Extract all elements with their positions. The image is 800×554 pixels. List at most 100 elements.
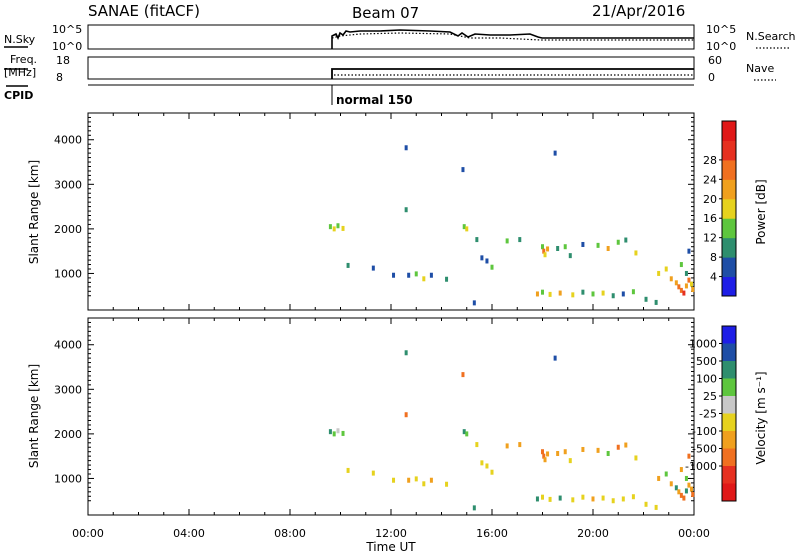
- x-tick-label: 12:00: [375, 527, 407, 540]
- power-colorbar-tick-label: 28: [703, 154, 717, 167]
- velocity-data-point: [518, 442, 522, 448]
- velocity-data-point: [689, 486, 693, 492]
- power-data-point: [422, 276, 426, 282]
- x-tick-label: 00:00: [678, 527, 710, 540]
- date-title: 21/Apr/2016: [592, 2, 685, 20]
- power-data-point: [535, 291, 539, 297]
- velocity-colorbar-swatch: [722, 413, 736, 432]
- power-data-point: [341, 225, 345, 231]
- nave-ytick-top: 60: [708, 54, 722, 67]
- velocity-data-point: [558, 495, 562, 501]
- power-data-point: [472, 300, 476, 306]
- power-data-point: [674, 280, 678, 286]
- velocity-colorbar-tick-label: -25: [699, 408, 717, 421]
- velocity-colorbar-swatch: [722, 378, 736, 397]
- velocity-colorbar-swatch: [722, 483, 736, 502]
- velocity-data-point: [332, 431, 336, 437]
- velocity-data-point: [682, 495, 686, 501]
- power-data-point: [542, 248, 546, 254]
- velocity-data-point: [621, 496, 625, 502]
- velocity-data-point: [480, 460, 484, 466]
- nsearch-label: N.Search: [746, 30, 796, 43]
- power-data-point: [679, 262, 683, 268]
- velocity-data-point: [553, 355, 557, 361]
- velocity-data-point: [611, 498, 615, 504]
- power-data-point: [657, 270, 661, 276]
- x-tick-label: 20:00: [577, 527, 609, 540]
- velocity-colorbar-tick-label: -1000: [685, 460, 717, 473]
- x-tick-label: 00:00: [72, 527, 104, 540]
- power-data-point: [691, 286, 695, 292]
- velocity-colorbar-label: Velocity [m s⁻¹]: [754, 371, 768, 464]
- power-colorbar-tick-label: 4: [710, 271, 717, 284]
- power-data-point: [480, 255, 484, 261]
- velocity-data-point: [541, 494, 544, 500]
- power-data-point: [571, 292, 575, 298]
- power-data-point: [392, 272, 396, 278]
- power-colorbar-tick-label: 16: [703, 212, 717, 225]
- velocity-colorbar-swatch: [722, 361, 736, 379]
- nsky-frame: [87, 24, 695, 50]
- power-data-point: [371, 265, 375, 271]
- velocity-axis-ticks: 1000 2000 3000 4000: [54, 318, 695, 515]
- power-data-point: [596, 242, 600, 248]
- velocity-data-point: [328, 429, 332, 435]
- power-data-point: [591, 291, 595, 297]
- velocity-data-point: [581, 494, 585, 500]
- power-data-point: [505, 238, 509, 244]
- power-data-point: [346, 262, 350, 268]
- velocity-data-point: [490, 469, 494, 475]
- power-data-point: [407, 272, 411, 278]
- power-data-point: [616, 239, 620, 245]
- power-data-point: [548, 291, 552, 297]
- power-data-point: [631, 289, 635, 295]
- power-colorbar-label: Power [dB]: [754, 179, 768, 244]
- velocity-ylabel: Slant Range [km]: [27, 364, 41, 468]
- velocity-data-point: [548, 496, 552, 502]
- velocity-data-point: [664, 471, 668, 477]
- velocity-data-point: [563, 449, 567, 455]
- velocity-colorbar-tick-label: 500: [696, 355, 717, 368]
- power-data-point: [328, 224, 332, 230]
- velocity-data-point: [535, 496, 539, 502]
- freq-trace: [331, 68, 694, 79]
- velocity-panel: 1000 2000 3000 4000 Slant Range [km]: [27, 317, 695, 516]
- velocity-colorbar-swatch: [722, 466, 736, 484]
- power-data-point: [677, 284, 681, 290]
- power-data-point: [684, 283, 688, 289]
- velocity-colorbar-swatch: [722, 343, 736, 362]
- nsky-ytick-top: 10^5: [52, 23, 82, 36]
- y-tick-label: 2000: [54, 223, 82, 236]
- power-data-point: [689, 281, 693, 287]
- power-data-point: [601, 290, 605, 296]
- velocity-data-point: [465, 431, 469, 437]
- velocity-data-point: [616, 444, 620, 450]
- power-colorbar-swatch: [722, 276, 736, 297]
- power-data-point: [465, 226, 469, 232]
- velocity-colorbar-tick-label: -500: [692, 443, 717, 456]
- velocity-frame: [87, 317, 695, 516]
- freq-panel: Freq. [MHz] 18 8 60 0 Nave: [4, 53, 776, 84]
- velocity-colorbar-swatch: [722, 396, 736, 414]
- nsearch-ytick-top: 10^5: [706, 23, 736, 36]
- velocity-data-point: [461, 372, 465, 378]
- power-colorbar-tick-label: 20: [703, 193, 717, 206]
- nsky-label: N.Sky: [4, 33, 36, 46]
- velocity-data-point: [596, 447, 600, 453]
- x-tick-label: 04:00: [173, 527, 205, 540]
- power-data-point: [687, 277, 691, 283]
- freq-ytick-bottom: 8: [56, 71, 63, 84]
- power-data-point: [414, 271, 418, 277]
- power-data-point: [475, 237, 479, 243]
- cpid-mode: normal 150: [336, 93, 413, 107]
- x-tick-label: 16:00: [476, 527, 508, 540]
- station-title: SANAE (fitACF): [88, 2, 200, 20]
- velocity-colorbar-tick-label: 100: [696, 373, 717, 386]
- velocity-data-point: [543, 457, 547, 463]
- nsearch-trace: [331, 32, 694, 41]
- velocity-data-point: [475, 442, 479, 448]
- x-axis-label: Time UT: [365, 540, 416, 554]
- velocity-data-point: [422, 481, 426, 487]
- power-colorbar-tick-label: 24: [703, 173, 717, 186]
- power-data-point: [462, 224, 466, 230]
